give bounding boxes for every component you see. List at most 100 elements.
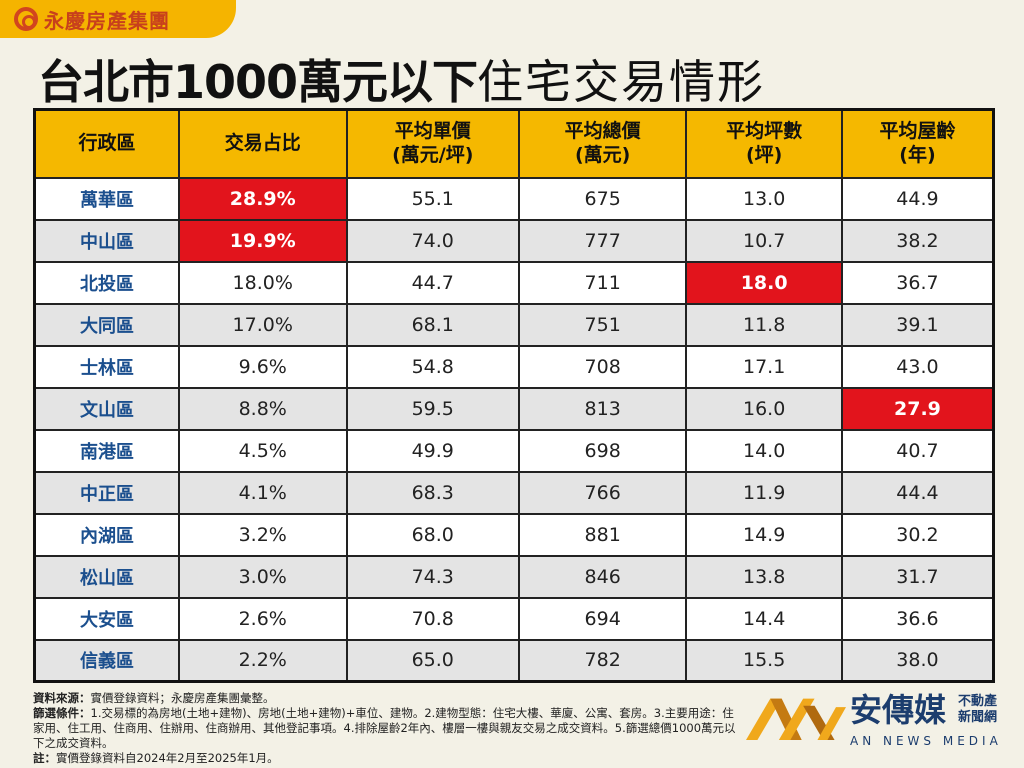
page-title: 台北市1000萬元以下住宅交易情形: [38, 46, 765, 112]
value-cell: 44.7: [345, 260, 520, 305]
source-note: 資料來源：實價登錄資料；永慶房產集團彙整。: [33, 691, 738, 706]
title-bold: 台北市1000萬元以下: [38, 55, 478, 109]
brand-name: 永慶房產集團: [44, 8, 170, 33]
value-cell: 2.2%: [177, 638, 348, 683]
value-cell: 3.2%: [177, 512, 348, 557]
table-row: 中山區 19.9% 74.0 777 10.7 38.2: [33, 218, 995, 263]
column-header-line: (萬元): [574, 143, 631, 166]
source-text: 實價登錄資料；永慶房產集團彙整。: [90, 691, 275, 705]
value-cell: 68.0: [345, 512, 520, 557]
value-cell: 846: [517, 554, 688, 599]
district-cell: 大安區: [33, 596, 180, 641]
table-row: 內湖區 3.2% 68.0 881 14.9 30.2: [33, 512, 995, 557]
column-header-line: 平均坪數: [726, 120, 803, 142]
value-cell: 38.0: [840, 638, 995, 683]
value-cell: 708: [517, 344, 688, 389]
district-cell: 大同區: [33, 302, 180, 347]
value-cell: 813: [517, 386, 688, 431]
value-cell: 39.1: [840, 302, 995, 347]
value-cell: 8.8%: [177, 386, 348, 431]
value-cell: 14.9: [685, 512, 843, 557]
district-cell: 萬華區: [33, 176, 180, 221]
district-cell: 士林區: [33, 344, 180, 389]
value-cell: 27.9: [840, 386, 995, 431]
district-cell: 中山區: [33, 218, 180, 263]
value-cell: 30.2: [840, 512, 995, 557]
filter-label: 篩選條件：: [33, 706, 91, 720]
filter-note: 篩選條件：1.交易標的為房地(土地+建物)、房地(土地+建物)+車位、建物。2.…: [33, 706, 738, 751]
table-row: 南港區 4.5% 49.9 698 14.0 40.7: [33, 428, 995, 473]
value-cell: 36.7: [840, 260, 995, 305]
value-cell: 3.0%: [177, 554, 348, 599]
value-cell: 28.9%: [177, 176, 348, 221]
value-cell: 74.3: [345, 554, 520, 599]
value-cell: 74.0: [345, 218, 520, 263]
value-cell: 49.9: [345, 428, 520, 473]
district-cell: 內湖區: [33, 512, 180, 557]
value-cell: 70.8: [345, 596, 520, 641]
value-cell: 16.0: [685, 386, 843, 431]
table-row: 士林區 9.6% 54.8 708 17.1 43.0: [33, 344, 995, 389]
value-cell: 13.8: [685, 554, 843, 599]
value-cell: 68.1: [345, 302, 520, 347]
title-thin: 住宅交易情形: [477, 55, 766, 109]
column-header: 行政區: [33, 108, 180, 179]
table-row: 大同區 17.0% 68.1 751 11.8 39.1: [33, 302, 995, 347]
column-header-line: (年): [899, 143, 936, 166]
value-cell: 38.2: [840, 218, 995, 263]
value-cell: 15.5: [685, 638, 843, 683]
value-cell: 782: [517, 638, 688, 683]
district-cell: 北投區: [33, 260, 180, 305]
value-cell: 44.9: [840, 176, 995, 221]
table-row: 北投區 18.0% 44.7 711 18.0 36.7: [33, 260, 995, 305]
value-cell: 17.0%: [177, 302, 348, 347]
brand-logo-icon: [14, 7, 38, 31]
header-row: 行政區 交易占比 平均單價 (萬元/坪) 平均總價 (萬元) 平均坪數 (坪) 平均屋齡 (年): [33, 108, 995, 179]
column-header-line: 交易占比: [224, 131, 301, 154]
value-cell: 43.0: [840, 344, 995, 389]
value-cell: 14.4: [685, 596, 843, 641]
period-note: 註：實價登錄資料自2024年2月至2025年1月。: [33, 751, 738, 766]
value-cell: 11.9: [685, 470, 843, 515]
value-cell: 711: [517, 260, 688, 305]
column-header-line: 平均總價: [564, 120, 641, 142]
district-cell: 中正區: [33, 470, 180, 515]
watermark-sub: 不動產新聞網: [958, 694, 998, 725]
value-cell: 18.0: [685, 260, 843, 305]
column-header-line: (坪): [745, 143, 783, 166]
an-logo-icon: [746, 698, 846, 740]
value-cell: 751: [517, 302, 688, 347]
table-row: 文山區 8.8% 59.5 813 16.0 27.9: [33, 386, 995, 431]
value-cell: 698: [517, 428, 688, 473]
value-cell: 2.6%: [177, 596, 348, 641]
footnotes: 資料來源：實價登錄資料；永慶房產集團彙整。 篩選條件：1.交易標的為房地(土地+…: [33, 691, 738, 766]
note-label: 註：: [33, 751, 56, 765]
value-cell: 17.1: [685, 344, 843, 389]
column-header-line: (萬元/坪): [392, 143, 474, 166]
district-cell: 松山區: [33, 554, 180, 599]
value-cell: 54.8: [345, 344, 520, 389]
value-cell: 694: [517, 596, 688, 641]
value-cell: 36.6: [840, 596, 995, 641]
value-cell: 59.5: [345, 386, 520, 431]
column-header: 平均單價 (萬元/坪): [345, 108, 520, 179]
table-row: 中正區 4.1% 68.3 766 11.9 44.4: [33, 470, 995, 515]
data-table: 行政區 交易占比 平均單價 (萬元/坪) 平均總價 (萬元) 平均坪數 (坪) 平均屋齡 (年) …: [33, 108, 995, 683]
value-cell: 9.6%: [177, 344, 348, 389]
value-cell: 881: [517, 512, 688, 557]
column-header: 平均坪數 (坪): [685, 108, 843, 179]
table-row: 大安區 2.6% 70.8 694 14.4 36.6: [33, 596, 995, 641]
table-row: 松山區 3.0% 74.3 846 13.8 31.7: [33, 554, 995, 599]
value-cell: 777: [517, 218, 688, 263]
value-cell: 18.0%: [177, 260, 348, 305]
filter-text: 1.交易標的為房地(土地+建物)、房地(土地+建物)+車位、建物。2.建物型態：…: [33, 706, 736, 750]
column-header: 交易占比: [177, 108, 348, 179]
value-cell: 11.8: [685, 302, 843, 347]
value-cell: 13.0: [685, 176, 843, 221]
value-cell: 14.0: [685, 428, 843, 473]
column-header-line: 平均單價: [394, 120, 471, 142]
brand-banner: 永慶房產集團: [0, 0, 236, 38]
source-label: 資料來源：: [33, 691, 91, 705]
value-cell: 19.9%: [177, 218, 348, 263]
column-header: 平均屋齡 (年): [840, 108, 995, 179]
